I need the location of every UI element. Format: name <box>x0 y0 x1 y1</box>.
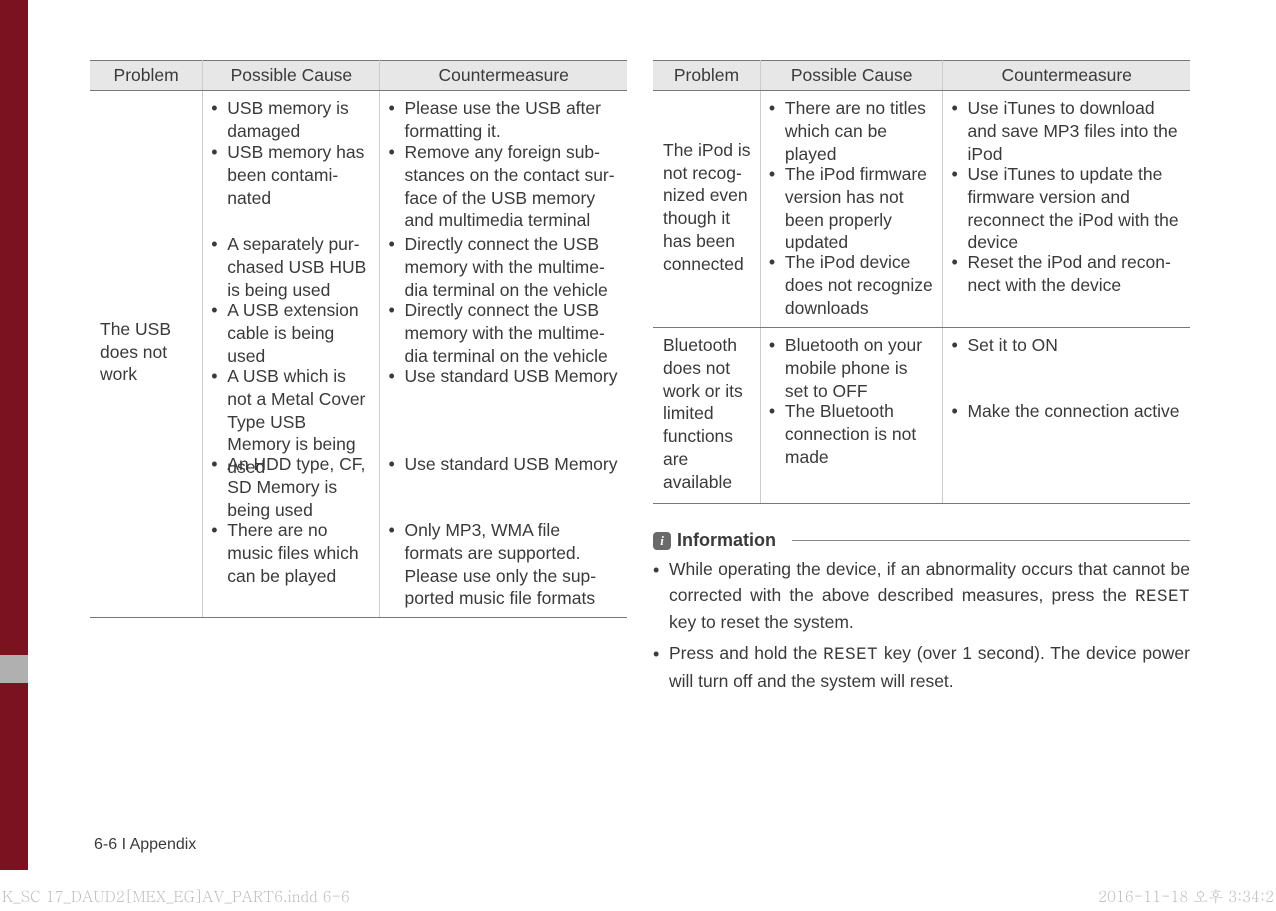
cause-item: The iPod firmware version has not been p… <box>769 163 935 251</box>
cause-item: USB memory is damaged <box>211 97 371 141</box>
information-item: Press and hold the RESET key (over 1 sec… <box>653 641 1190 694</box>
counter-item: Use standard USB Memory <box>388 453 619 519</box>
counter-item: Set it to ON <box>951 334 1182 400</box>
cause-item: A separately pur­chased USB HUB is being… <box>211 233 371 299</box>
cause-cell: USB memory is damagedUSB memory has been… <box>203 91 380 618</box>
cause-item: A USB extension cable is being used <box>211 299 371 365</box>
cause-item: A USB which is not a Metal Cover Type US… <box>211 365 371 453</box>
troubleshoot-table-usb: Problem Possible Cause Countermeasure Th… <box>90 60 627 618</box>
problem-cell: Bluetooth does not work or its limited f… <box>653 328 760 504</box>
problem-cell: The iPod is not recog­nized even though … <box>653 91 760 328</box>
reset-key: RESET <box>1135 587 1190 607</box>
doc-footer-right: 2016-11-18 오후 3:34:2 <box>1098 886 1274 907</box>
information-title: Information <box>677 530 776 551</box>
counter-item: Reset the iPod and recon­nect with the d… <box>951 251 1182 317</box>
page-accent-bar-gap <box>0 655 28 683</box>
page-content: Problem Possible Cause Countermeasure Th… <box>90 60 1190 700</box>
cause-item: An HDD type, CF, SD Memory is being used <box>211 453 371 519</box>
col-header-counter: Countermeasure <box>380 61 627 91</box>
counter-cell: Set it to ONMake the connection active <box>943 328 1190 504</box>
counter-item: Make the connection active <box>951 400 1182 466</box>
information-rule <box>792 540 1190 541</box>
counter-item: Please use the USB after formatting it. <box>388 97 619 141</box>
right-column: Problem Possible Cause Countermeasure Th… <box>653 60 1190 700</box>
doc-footer-left: K_SC 17_DAUD2[MEX_EG]AV_PART6.indd 6-6 <box>2 886 350 907</box>
cause-cell: There are no titles which can be playedT… <box>760 91 943 328</box>
counter-item: Directly connect the USB memory with the… <box>388 299 619 365</box>
cause-cell: Bluetooth on your mobile phone is set to… <box>760 328 943 504</box>
col-header-counter: Countermeasure <box>943 61 1190 91</box>
counter-item: Remove any foreign sub­stances on the co… <box>388 141 619 233</box>
cause-item: USB memory has been contami­nated <box>211 141 371 233</box>
two-column-layout: Problem Possible Cause Countermeasure Th… <box>90 60 1190 700</box>
problem-cell: The USB does not work <box>90 91 203 618</box>
counter-item: Only MP3, WMA file formats are supported… <box>388 519 619 607</box>
information-list: While operating the device, if an abnorm… <box>653 557 1190 694</box>
cause-item: There are no titles which can be played <box>769 97 935 163</box>
col-header-cause: Possible Cause <box>203 61 380 91</box>
cause-item: There are no music files which can be pl… <box>211 519 371 607</box>
left-column: Problem Possible Cause Countermeasure Th… <box>90 60 627 700</box>
col-header-problem: Problem <box>90 61 203 91</box>
counter-item: Use iTunes to download and save MP3 file… <box>951 97 1182 163</box>
troubleshoot-table-ipod-bt: Problem Possible Cause Countermeasure Th… <box>653 60 1190 504</box>
cause-item: The iPod device does not recog­nize down… <box>769 251 935 317</box>
counter-cell: Please use the USB after formatting it.R… <box>380 91 627 618</box>
info-icon: i <box>653 532 671 550</box>
page-footer: 6-6 I Appendix <box>94 836 196 854</box>
page-accent-bar <box>0 0 28 870</box>
information-item: While operating the device, if an abnorm… <box>653 557 1190 635</box>
counter-item: Use iTunes to update the firmware versio… <box>951 163 1182 251</box>
counter-cell: Use iTunes to download and save MP3 file… <box>943 91 1190 328</box>
information-header: i Information <box>653 530 1190 551</box>
counter-item: Use standard USB Memory <box>388 365 619 453</box>
col-header-cause: Possible Cause <box>760 61 943 91</box>
col-header-problem: Problem <box>653 61 760 91</box>
counter-item: Directly connect the USB memory with the… <box>388 233 619 299</box>
reset-key: RESET <box>823 645 878 665</box>
cause-item: The Bluetooth connection is not made <box>769 400 935 466</box>
cause-item: Bluetooth on your mobile phone is set to… <box>769 334 935 400</box>
information-block: i Information While operating the device… <box>653 530 1190 694</box>
